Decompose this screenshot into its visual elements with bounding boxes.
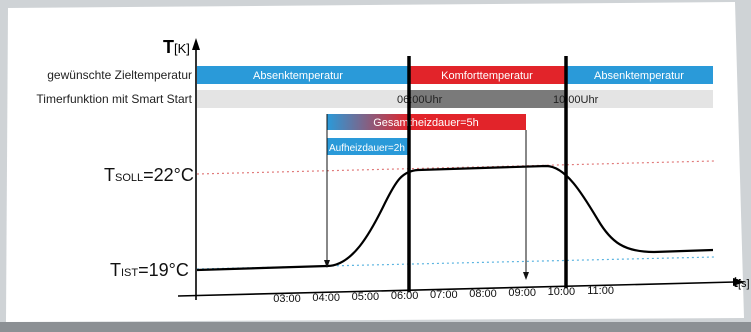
x-tick-label: 06:00 — [391, 290, 419, 302]
timer-end-label: 10:00Uhr — [553, 94, 599, 106]
x-tick-label: 04:00 — [312, 292, 340, 304]
x-axis — [177, 281, 736, 297]
warmup-label: Aufheizdauer=2h — [329, 143, 405, 154]
y-axis-title: T[K] — [163, 37, 190, 57]
t-soll-label: TSOLL=22°C — [104, 165, 194, 185]
row-label-timer: Timerfunktion mit Smart Start — [36, 92, 192, 106]
x-tick-labels: 03:00 04:00 05:00 06:00 07:00 08:00 09:00 10:00… — [273, 285, 614, 305]
total-heating-label: Gesamtheizdauer=5h — [373, 117, 478, 129]
x-tick-label: 11:00 — [587, 285, 614, 297]
comfort-label: Komforttemperatur — [441, 70, 533, 82]
timer-active-bar — [409, 90, 566, 108]
marker-arrow-04 — [324, 260, 330, 268]
t-ist-label: TIST=19°C — [110, 260, 189, 280]
warmup-bar — [327, 138, 409, 155]
x-tick-label: 09:00 — [508, 287, 536, 299]
y-axis-arrow — [192, 38, 200, 50]
setback-right-label: Absenktemperatur — [594, 70, 684, 82]
x-axis-arrow — [733, 278, 745, 286]
marker-arrow-09 — [523, 272, 529, 280]
setback-left-label: Absenktemperatur — [253, 70, 343, 82]
total-heating-bar-gradient — [327, 114, 409, 130]
t-soll-reference-line — [196, 160, 716, 175]
setback-left-bar — [197, 66, 409, 84]
x-tick-label: 07:00 — [430, 289, 458, 301]
timer-start-label: 06:00Uhr — [397, 94, 443, 106]
x-tick-label: 08:00 — [469, 288, 497, 300]
x-tick-label: 05:00 — [352, 291, 380, 303]
setback-right-bar — [566, 66, 713, 84]
x-tick-label: 10:00 — [548, 286, 576, 298]
comfort-bar — [409, 66, 566, 84]
x-tick-label: 03:00 — [273, 293, 301, 305]
row-label-target-temperature: gewünschte Zieltemperatur — [47, 68, 192, 82]
temperature-curve — [196, 164, 714, 272]
bottom-strip — [0, 322, 751, 332]
x-axis-title: t[s] — [733, 274, 750, 291]
